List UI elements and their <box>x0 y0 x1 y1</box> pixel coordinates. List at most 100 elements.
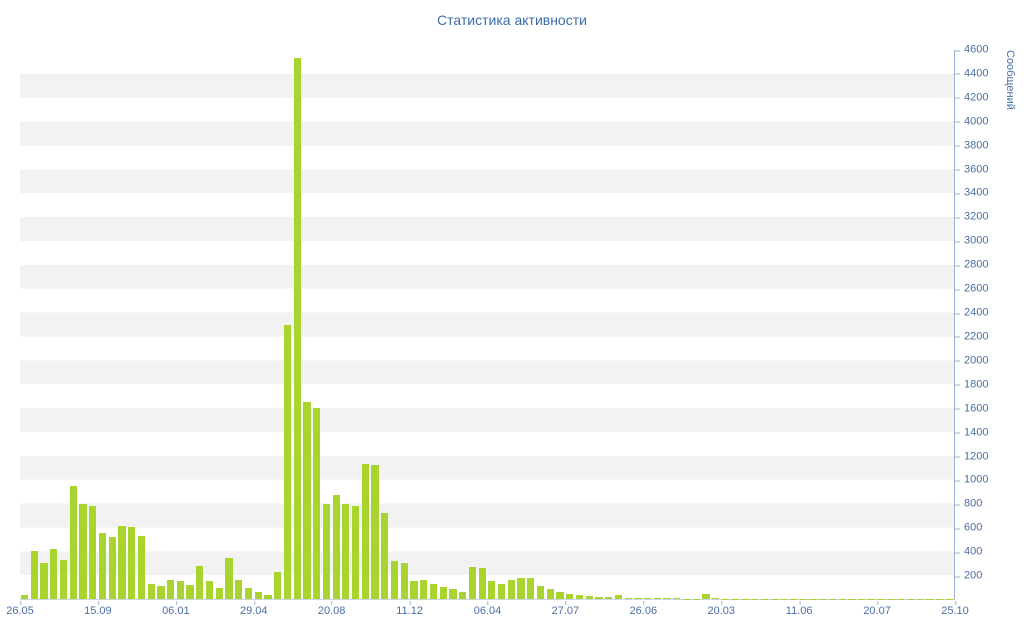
bar <box>176 581 184 599</box>
bar <box>449 589 457 599</box>
bar <box>147 583 155 599</box>
y-axis-tick-label: 1200 <box>954 450 989 463</box>
bar <box>264 595 272 599</box>
bar <box>546 589 554 599</box>
bar <box>128 527 136 599</box>
y-axis-tick-label: 2000 <box>954 354 989 367</box>
x-axis-tick-label: 26.06 <box>629 601 658 617</box>
y-axis-tick-label: 1400 <box>954 426 989 439</box>
x-axis-tick-label: 15.09 <box>84 601 112 617</box>
bar <box>205 581 214 599</box>
bar <box>313 408 321 599</box>
y-axis-tick-label: 3400 <box>954 186 989 199</box>
y-axis-tick-label: 3200 <box>954 210 989 223</box>
y-axis-tick-label: 2200 <box>954 330 989 343</box>
bar <box>673 598 681 599</box>
bar <box>293 58 301 599</box>
bar <box>517 577 525 599</box>
y-axis-tick-label: 1800 <box>954 378 989 391</box>
y-axis-tick-label: 600 <box>954 521 983 534</box>
x-axis-tick-label: 25.10 <box>941 601 969 617</box>
bar <box>644 597 652 599</box>
bar <box>167 579 175 599</box>
y-axis-tick-label: 3800 <box>954 139 989 152</box>
bar <box>59 559 68 599</box>
bar <box>79 503 87 599</box>
bar <box>40 563 48 599</box>
bar <box>410 581 418 599</box>
bar <box>98 533 107 599</box>
bar <box>702 594 710 599</box>
y-axis-title: Сообщений <box>1004 50 1016 110</box>
bar <box>283 324 292 599</box>
bar <box>497 583 506 599</box>
y-axis-tick-label: 3000 <box>954 234 989 247</box>
bar <box>566 594 574 599</box>
bar <box>30 551 38 599</box>
bar <box>196 565 204 599</box>
bar <box>186 584 194 599</box>
x-axis-tick-label: 06.04 <box>473 601 502 617</box>
bar <box>585 596 593 599</box>
bar <box>712 598 720 599</box>
bar <box>108 536 116 599</box>
y-axis-tick-label: 800 <box>954 497 983 510</box>
bar <box>21 595 29 599</box>
bar <box>215 588 223 599</box>
y-axis-tick-label: 4400 <box>954 67 989 80</box>
bar <box>488 581 496 599</box>
bar <box>254 591 262 599</box>
bar <box>536 585 545 599</box>
bar <box>653 598 661 599</box>
bar <box>89 505 97 599</box>
y-axis-tick-label: 200 <box>954 569 983 582</box>
bar <box>274 571 282 599</box>
bar <box>400 563 408 599</box>
y-axis-tick-label: 4600 <box>954 43 989 56</box>
y-axis-tick-label: 1000 <box>954 473 989 486</box>
plot-area <box>20 50 955 600</box>
x-axis-tick-label: 27.07 <box>551 601 580 617</box>
bar <box>634 598 642 599</box>
y-axis-tick-label: 2800 <box>954 258 989 271</box>
x-axis-tick-label: 11.12 <box>396 601 423 617</box>
x-axis: 26.05 15.09 06.01 29.04 20.08 11.12 06.04 27.07… <box>6 601 969 625</box>
bar <box>137 535 146 599</box>
x-axis-tick-label: 20.03 <box>707 601 736 617</box>
bar <box>527 577 535 599</box>
y-axis-tick-label: 4000 <box>954 115 989 128</box>
bar <box>507 579 515 599</box>
y-axis-tick-label: 2400 <box>954 306 989 319</box>
y-axis-tick-label: 3600 <box>954 163 989 176</box>
bar <box>624 597 632 599</box>
bar <box>468 566 477 599</box>
bar <box>420 579 428 599</box>
bar <box>351 505 360 599</box>
bar <box>118 526 126 599</box>
bar <box>157 585 165 599</box>
y-axis-tick-label: 1600 <box>954 402 989 415</box>
y-axis: 200 400 600 800 1000 1200 1400 1600 1800 2000 2200… <box>954 44 1002 600</box>
bar <box>429 583 438 599</box>
bars-container <box>21 50 953 599</box>
y-axis-tick-label: 400 <box>954 545 983 558</box>
bar <box>663 598 671 599</box>
bar <box>439 587 447 599</box>
bar <box>595 596 603 599</box>
bar <box>332 495 340 599</box>
bar <box>459 591 467 599</box>
bar <box>235 579 243 599</box>
x-axis-tick-label: 20.07 <box>863 601 891 617</box>
bar <box>478 567 486 599</box>
bar <box>69 485 77 599</box>
bar <box>390 560 399 599</box>
bar <box>575 595 584 599</box>
bar <box>605 597 613 599</box>
x-axis-tick-label: 20.08 <box>317 601 346 617</box>
bar <box>244 588 253 599</box>
bar <box>614 595 623 599</box>
y-axis-tick-label: 2600 <box>954 282 989 295</box>
bar <box>50 548 58 599</box>
bar <box>225 558 233 599</box>
bar <box>342 503 350 599</box>
